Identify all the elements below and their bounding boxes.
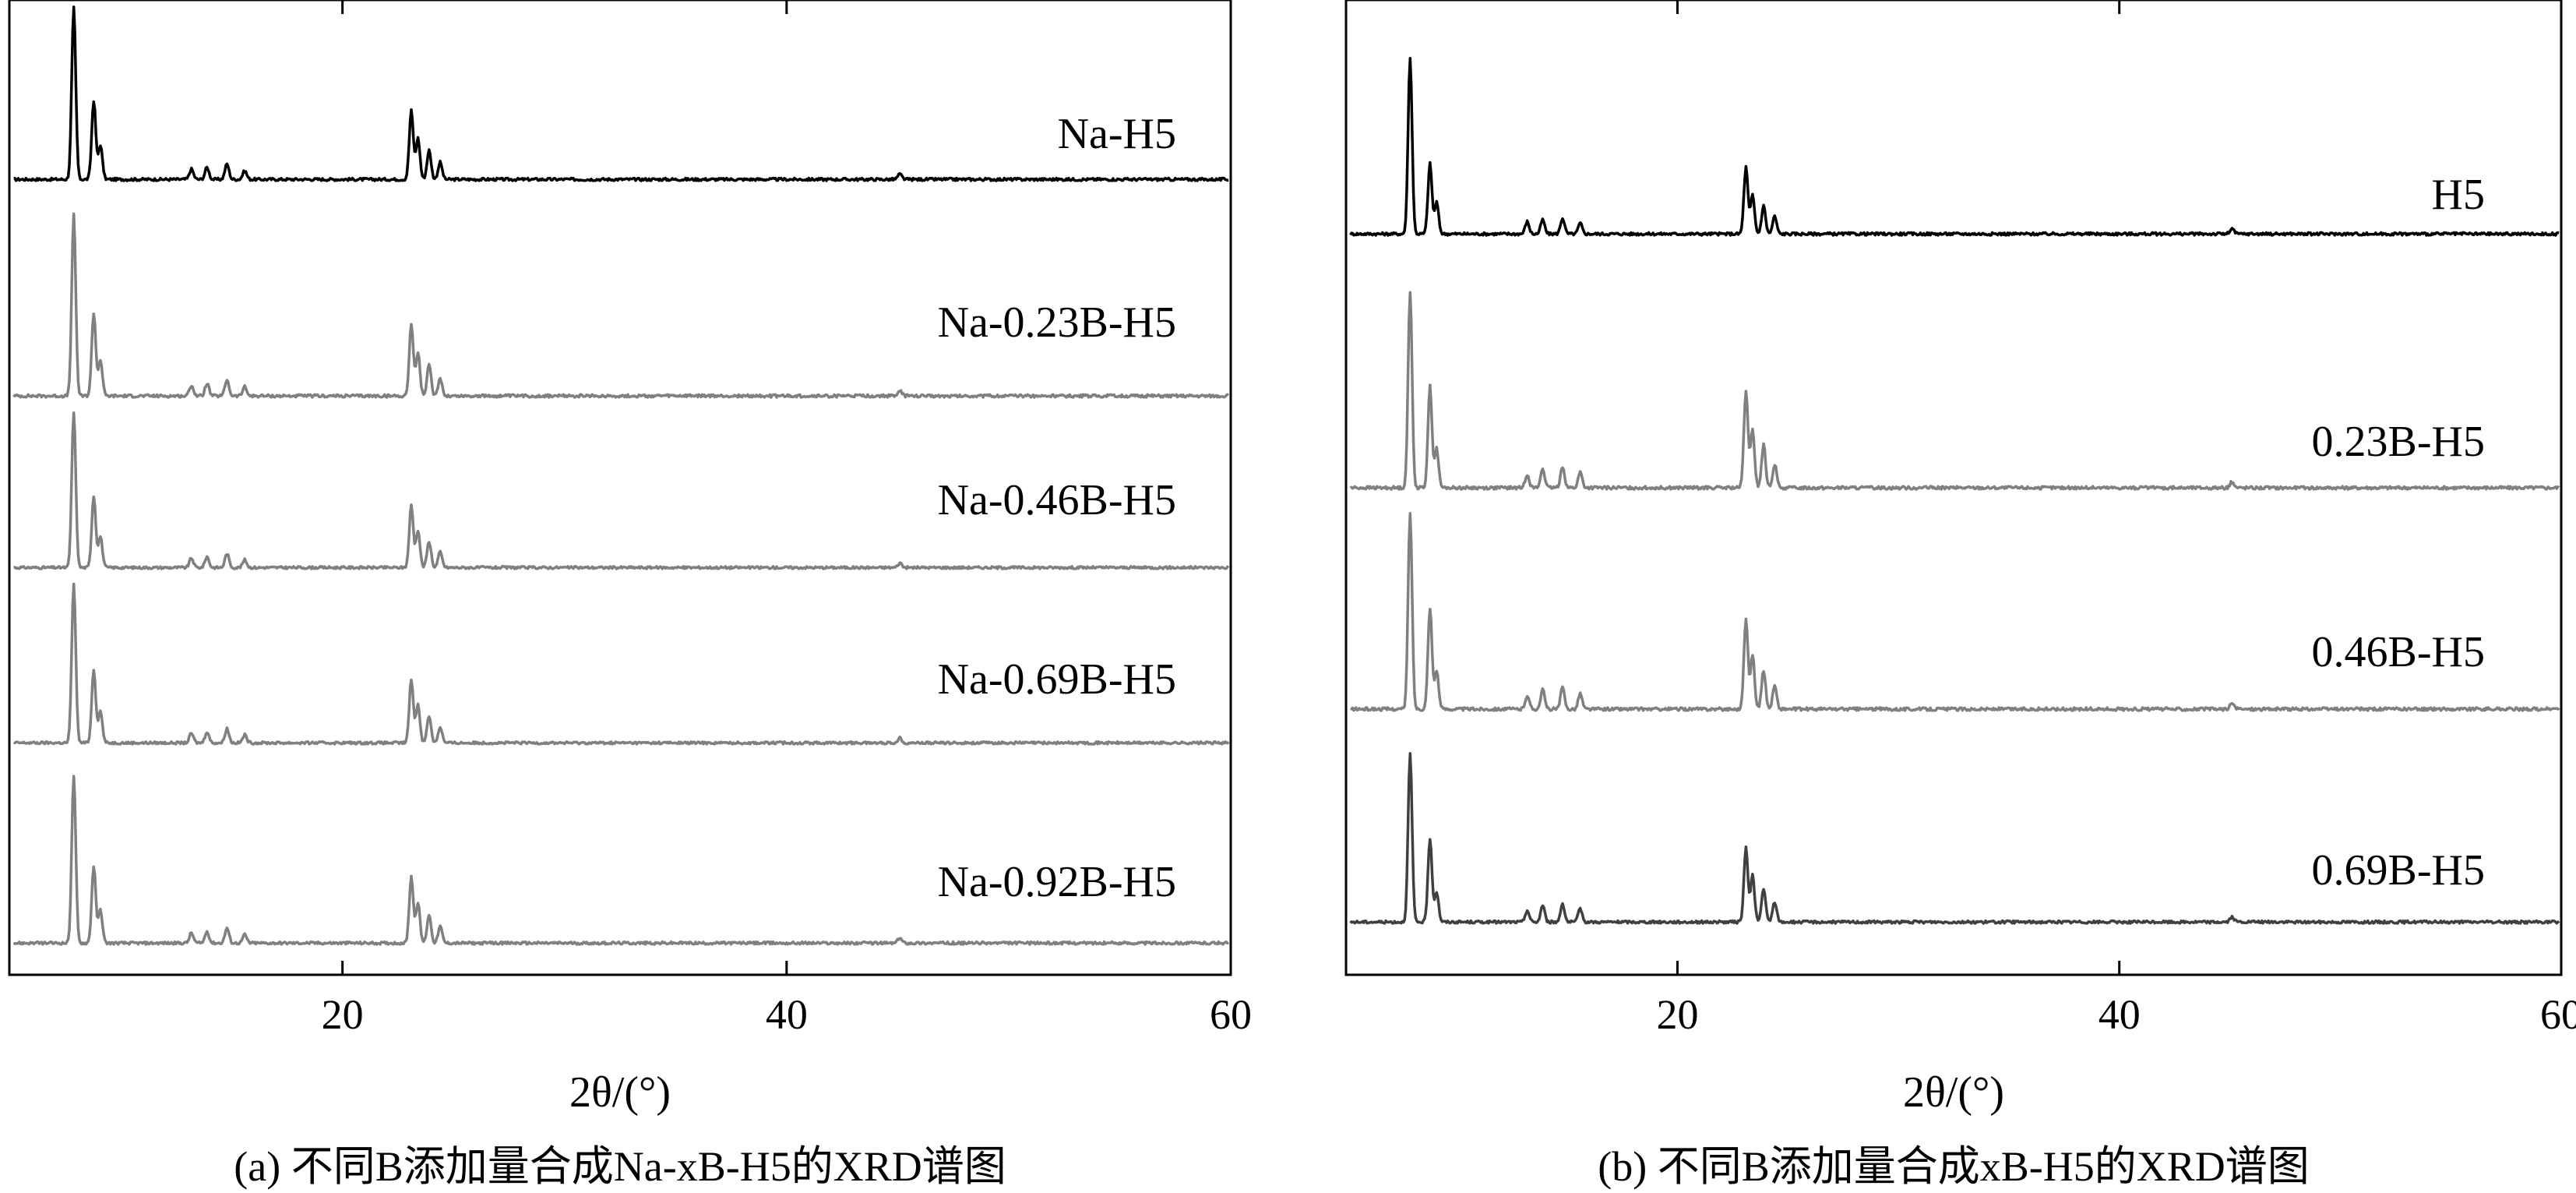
series-label: H5 [2432, 171, 2485, 219]
panel-a-series-labels: Na-H5 Na-0.23B-H5 Na-0.46B-H5 Na-0.69B-H5 Na… [938, 110, 1176, 906]
series-label: Na-0.92B-H5 [938, 858, 1176, 906]
x-tick-label: 40 [2099, 991, 2141, 1038]
xrd-trace-line [1350, 512, 2560, 712]
panel-a-traces [12, 5, 1230, 946]
panel-b-frame [1344, 0, 2563, 976]
panel-b: H5 0.23B-H5 0.46B-H5 0.69B-H5 20 40 60 2θ/(°)… [1344, 0, 2576, 1190]
series-label: Na-0.46B-H5 [938, 476, 1176, 524]
series-label: 0.23B-H5 [2312, 418, 2485, 466]
series-label: Na-0.23B-H5 [938, 298, 1176, 347]
series-label: 0.69B-H5 [2312, 846, 2485, 895]
panel-b-x-ticks: 20 40 60 [1656, 0, 2576, 1038]
panel-a: Na-H5 Na-0.23B-H5 Na-0.46B-H5 Na-0.69B-H5 Na… [8, 0, 1252, 1190]
xrd-trace-line [13, 411, 1230, 570]
series-label: Na-H5 [1058, 110, 1176, 158]
xrd-trace-line [1349, 291, 2560, 491]
x-tick-label: 20 [1656, 991, 1698, 1038]
x-tick-label: 60 [1210, 991, 1252, 1038]
xrd-trace-line [1349, 57, 2560, 237]
xrd-trace-line [1349, 752, 2560, 925]
series-label: 0.46B-H5 [2312, 628, 2485, 676]
xrd-trace-line [13, 5, 1229, 182]
panel-a-frame [8, 0, 1232, 976]
panel-b-series-labels: H5 0.23B-H5 0.46B-H5 0.69B-H5 [2312, 171, 2485, 895]
x-tick-label: 60 [2540, 991, 2576, 1038]
xrd-trace-line [12, 582, 1230, 746]
xrd-trace-line [12, 212, 1229, 399]
panel-b-x-axis-title: 2θ/(°) [1903, 1068, 2004, 1117]
xrd-trace-line [12, 775, 1229, 946]
panel-a-x-ticks: 20 40 60 [322, 0, 1252, 1038]
panel-b-traces [1349, 57, 2560, 925]
panel-b-caption: (b) 不同B添加量合成xB-H5的XRD谱图 [1598, 1143, 2310, 1190]
x-tick-label: 20 [322, 991, 364, 1038]
x-tick-label: 40 [766, 991, 808, 1038]
series-label: Na-0.69B-H5 [938, 655, 1176, 704]
panel-a-caption: (a) 不同B添加量合成Na-xB-H5的XRD谱图 [234, 1143, 1006, 1190]
panel-a-x-axis-title: 2θ/(°) [569, 1068, 671, 1117]
